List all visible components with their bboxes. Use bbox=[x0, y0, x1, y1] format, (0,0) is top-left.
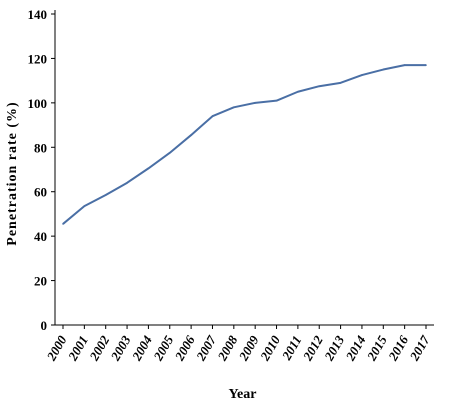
y-tick-label: 80 bbox=[34, 140, 47, 155]
y-axis-title: Penetration rate (%) bbox=[5, 101, 20, 245]
data-point bbox=[403, 64, 406, 66]
x-tick-label: 2014 bbox=[342, 333, 369, 364]
data-point bbox=[126, 182, 128, 184]
x-tick-label: 2000 bbox=[43, 333, 70, 364]
y-tick-label: 100 bbox=[28, 96, 48, 111]
data-point bbox=[62, 223, 64, 225]
x-tick-label: 2016 bbox=[385, 333, 412, 364]
x-tick-label: 2003 bbox=[107, 333, 134, 364]
x-tick-label: 2011 bbox=[278, 333, 304, 363]
x-tick-label: 2002 bbox=[86, 333, 113, 364]
data-point bbox=[233, 106, 235, 109]
x-tick-label: 2012 bbox=[299, 333, 326, 364]
data-point bbox=[318, 85, 321, 87]
x-axis-title: Year bbox=[229, 387, 257, 402]
series-line bbox=[62, 64, 426, 225]
data-point bbox=[339, 82, 342, 84]
data-point bbox=[382, 68, 385, 71]
x-tick-label: 2001 bbox=[64, 333, 90, 364]
y-tick-label: 60 bbox=[34, 185, 47, 200]
x-tick-label: 2017 bbox=[406, 333, 433, 364]
y-tick-label: 40 bbox=[34, 229, 47, 244]
data-point bbox=[297, 90, 299, 93]
y-tick-label: 0 bbox=[41, 318, 48, 333]
y-tick-label: 120 bbox=[28, 51, 48, 66]
x-tick-label: 2015 bbox=[363, 333, 390, 364]
x-tick-label: 2010 bbox=[257, 333, 284, 364]
y-tick-label: 140 bbox=[28, 7, 48, 22]
data-point bbox=[211, 115, 214, 117]
x-tick-label: 2005 bbox=[150, 333, 177, 364]
data-point bbox=[190, 134, 192, 136]
x-tick-label: 2006 bbox=[171, 333, 198, 364]
data-point bbox=[254, 102, 256, 104]
data-point bbox=[104, 194, 107, 196]
data-point bbox=[361, 74, 363, 76]
data-point bbox=[275, 99, 278, 102]
x-tick-labels: 2000200120022003200420052006200720082009… bbox=[43, 325, 433, 364]
x-tick-label: 2009 bbox=[235, 333, 262, 364]
data-point bbox=[425, 64, 427, 66]
x-tick-label: 2004 bbox=[129, 333, 156, 364]
data-point bbox=[168, 152, 171, 154]
x-tick-label: 2007 bbox=[193, 333, 220, 364]
data-point bbox=[83, 205, 86, 207]
y-tick-label: 20 bbox=[34, 274, 47, 289]
y-tick-labels: 0 20 40 60 80 100 120 140 bbox=[28, 7, 55, 333]
x-tick-label: 2013 bbox=[321, 333, 348, 364]
x-tick-label: 2008 bbox=[214, 333, 241, 364]
data-point bbox=[147, 167, 150, 170]
series bbox=[62, 64, 427, 225]
